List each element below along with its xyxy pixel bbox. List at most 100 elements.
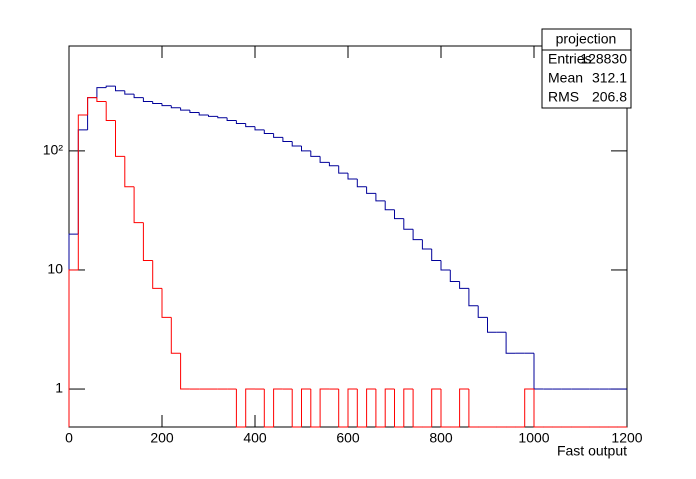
histogram-bin: [301, 145, 311, 152]
y-tick-label: 10: [47, 261, 63, 277]
histogram-bin: [142, 97, 153, 102]
histogram-bin: [235, 120, 246, 124]
histogram-bin: [170, 317, 181, 354]
histogram-bin: [477, 305, 488, 318]
histogram-bin: [263, 129, 274, 134]
histogram-bin: [319, 156, 330, 163]
histogram-bin: [403, 218, 414, 230]
histogram-bin: [273, 388, 283, 427]
histogram-bin: [468, 288, 479, 307]
histogram-bin: [170, 105, 181, 109]
stats-frame: [541, 28, 632, 109]
histogram-bin: [282, 137, 293, 142]
histogram-bin: [161, 288, 172, 318]
histogram-bin: [96, 97, 107, 102]
histogram-bin: [161, 103, 172, 107]
histogram-bin: [105, 101, 116, 121]
histogram-bin: [319, 388, 330, 427]
histogram-bin: [431, 388, 441, 427]
histogram-bin: [77, 114, 88, 270]
x-tick-label: 800: [429, 430, 453, 446]
histogram-bin: [198, 112, 209, 116]
histogram-bin: [356, 179, 367, 188]
histogram-bin: [273, 133, 283, 138]
x-tick-label: 0: [65, 430, 73, 446]
histogram-bin: [533, 389, 544, 428]
histogram-bin: [459, 388, 469, 427]
histogram-bin: [115, 86, 125, 92]
histogram-bin: [105, 85, 116, 88]
histogram-bin: [421, 239, 432, 250]
stats-label: Mean: [548, 70, 583, 86]
histogram-bin: [310, 150, 321, 157]
histogram-bin: [226, 117, 237, 121]
histogram-bin: [291, 389, 302, 428]
histogram-bin: [245, 388, 255, 427]
histogram-bin: [133, 94, 144, 99]
histogram-bin: [412, 229, 423, 241]
histogram-bin: [328, 162, 339, 167]
histogram-bin: [394, 389, 404, 428]
histogram-bin: [235, 389, 246, 428]
histogram-bin: [524, 388, 534, 427]
histogram-bin: [152, 101, 162, 104]
stats-value: 128830: [580, 51, 627, 67]
histogram-bin: [431, 248, 441, 262]
x-tick-label: 400: [243, 430, 267, 446]
x-tick-label: 200: [150, 430, 174, 446]
histogram-bin: [124, 156, 135, 188]
histogram-bin: [245, 123, 255, 128]
stats-label: RMS: [548, 89, 579, 105]
histogram-bin: [366, 186, 376, 194]
histogram-bin: [133, 186, 144, 224]
stats-label: Entries: [548, 51, 592, 67]
x-tick-label: 1000: [518, 430, 549, 446]
histogram-bin: [440, 260, 451, 271]
histogram-bin: [505, 332, 516, 354]
histogram-bin: [115, 120, 125, 157]
histogram-bin: [468, 389, 479, 428]
histogram-bin: [394, 209, 404, 220]
histogram-bin: [366, 388, 376, 427]
stats-value: 206.8: [592, 89, 627, 105]
x-tick-label: 600: [336, 430, 360, 446]
y-tick-label: 10²: [43, 142, 64, 158]
histogram-bin: [347, 173, 358, 180]
histogram-bin: [142, 222, 153, 262]
histogram-bin: [180, 107, 190, 111]
histogram-bin: [384, 200, 395, 211]
histogram-bin: [180, 353, 190, 390]
histogram-bin: [487, 317, 497, 333]
histogram-bin: [301, 388, 311, 427]
histogram-bin: [403, 388, 414, 427]
histogram-bin: [375, 389, 386, 428]
histogram-bin: [440, 389, 451, 428]
histogram-bin: [152, 260, 162, 289]
histogram-bin: [356, 389, 367, 428]
histogram-bin: [217, 116, 228, 119]
histogram-bin: [338, 165, 348, 174]
histogram-bin: [375, 193, 386, 202]
histogram-bin: [68, 269, 79, 427]
histogram-bin: [459, 281, 469, 289]
histogram-bin: [384, 388, 395, 427]
histogram-bin: [449, 269, 460, 283]
histogram-bin: [208, 115, 218, 117]
histogram-bin: [124, 90, 135, 95]
histogram-bin: [189, 110, 200, 114]
histogram-bin: [310, 389, 321, 428]
histogram-bin: [347, 388, 358, 427]
histogram-bin: [338, 389, 348, 428]
histogram-bin: [263, 389, 274, 428]
histogram-bin: [96, 87, 107, 98]
x-axis-label: Fast output: [557, 443, 627, 459]
histogram-bin: [291, 141, 302, 147]
stats-title: projection: [556, 31, 617, 47]
histogram-bin: [87, 97, 97, 116]
stats-value: 312.1: [592, 70, 627, 86]
x-tick-label: 1200: [611, 430, 642, 446]
histogram-bin: [412, 389, 423, 428]
histogram-bin: [254, 126, 265, 131]
